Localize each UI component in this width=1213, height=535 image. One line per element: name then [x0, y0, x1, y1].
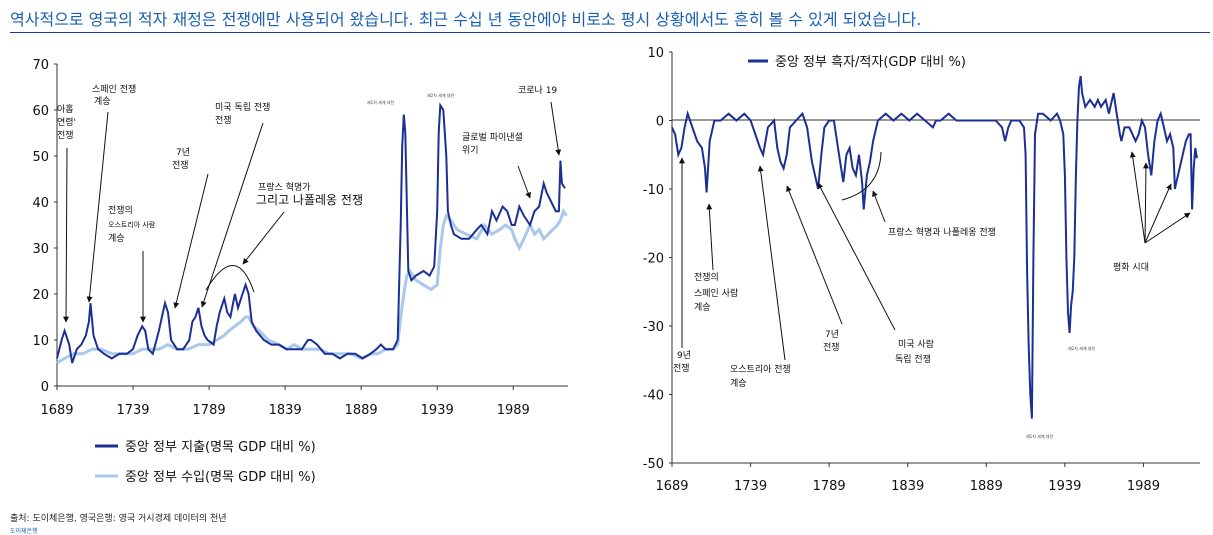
left-x-ticks: 1689 1739 1789 1839 1889 1939 1989 — [40, 386, 530, 418]
x-tick-label: 1839 — [891, 479, 924, 494]
y-tick-label: 10 — [32, 334, 49, 349]
y-tick-label: 20 — [32, 288, 49, 303]
ann-covid: 코로나 19 — [518, 85, 557, 96]
ann-r-austrian-succession: 오스트리아 전쟁 계승 — [730, 364, 794, 389]
arrow — [757, 165, 786, 361]
ann-ww1: 제1차 세계 대전 — [367, 99, 394, 105]
headline: 역사적으로 영국의 적자 재정은 전쟁에만 사용되어 왔습니다. 최근 수십 년… — [10, 10, 922, 29]
ann-r-ww2: 제2차 세계 대전 — [1068, 345, 1095, 351]
x-tick-label: 1789 — [813, 479, 846, 494]
ann-austrian-succession: 전쟁의 오스트리아 사람 계승 — [108, 205, 158, 244]
y-tick-label: 0 — [41, 380, 49, 395]
arrow — [200, 122, 264, 308]
ann-r-ww1: 제1차 세계 대전 — [1026, 433, 1053, 439]
arrow — [872, 190, 886, 223]
y-tick-label: 10 — [647, 46, 664, 61]
left-chart: 0 10 20 30 40 50 60 70 1689 1739 1789 1839 1889 1939… — [32, 58, 568, 485]
ann-seven-years-war: 7년 전쟁 — [172, 147, 193, 171]
arrow — [63, 147, 70, 323]
arrow — [550, 101, 562, 156]
y-tick-label: 30 — [32, 242, 49, 257]
y-tick-label: -50 — [643, 457, 664, 472]
x-tick-label: 1889 — [345, 403, 378, 418]
ann-spanish-succession: 스페인 전쟁 계승 — [92, 84, 139, 107]
legend-label-balance: 중앙 정부 흑자/적자(GDP 대비 %) — [775, 55, 966, 70]
x-tick-label: 1689 — [40, 403, 73, 418]
source-note: 출처: 도이체은행, 영국은행: 영국 거시경제 데이터의 천년 — [10, 514, 227, 524]
arrow — [1129, 151, 1146, 244]
x-tick-label: 1789 — [193, 403, 226, 418]
x-tick-label: 1839 — [269, 403, 302, 418]
headline-rule — [10, 32, 1210, 33]
arrow — [1144, 212, 1191, 244]
ann-r-napoleonic-wars: 프랑스 혁명과 나폴레옹 전쟁 — [888, 226, 996, 238]
x-tick-label: 1739 — [116, 403, 149, 418]
ann-r-spanish-succession: 전쟁의 스페인 사람 계승 — [694, 272, 741, 313]
arrow — [1144, 183, 1172, 244]
brand-logo: 도이체은행 — [10, 528, 38, 535]
y-tick-label: 70 — [32, 58, 49, 73]
arrow — [173, 173, 209, 309]
y-tick-label: 40 — [32, 196, 49, 211]
arrow — [86, 111, 109, 303]
arrow — [706, 203, 714, 271]
ann-r-nine-years-war: 9년 전쟁 — [673, 350, 694, 374]
right-legend: 중앙 정부 흑자/적자(GDP 대비 %) — [748, 55, 966, 70]
y-tick-label: -10 — [643, 183, 664, 198]
y-tick-label: 60 — [32, 104, 49, 119]
bracket — [205, 265, 255, 293]
right-y-ticks: -50 -40 -30 -20 -10 0 10 — [643, 46, 672, 472]
ann-r-peacetime: 평화 시대 — [1113, 262, 1149, 273]
right-series-balance-line — [671, 75, 1198, 419]
ann-ww2: 제2차 세계 대전 — [427, 92, 454, 98]
arrow — [517, 165, 531, 199]
y-tick-label: -20 — [643, 252, 664, 267]
x-tick-label: 1889 — [970, 479, 1003, 494]
y-tick-label: 50 — [32, 150, 49, 165]
ann-american-war: 미국 독립 전쟁 전쟁 — [215, 102, 273, 126]
y-tick-label: -30 — [643, 320, 664, 335]
legend-label-expenditure: 중앙 정부 지출(명목 GDP 대비 %) — [125, 440, 316, 455]
y-tick-label: 0 — [656, 115, 664, 130]
y-tick-label: -40 — [643, 389, 664, 404]
arrow — [242, 211, 285, 265]
x-tick-label: 1939 — [1048, 479, 1081, 494]
right-annotations: 9년 전쟁 전쟁의 스페인 사람 계승 오스트리아 전쟁 계승 7년 전쟁 미국 — [673, 151, 1191, 439]
ann-nine-years-war: 아홉 연령' 전쟁 — [57, 103, 79, 141]
arrow — [786, 185, 843, 325]
legend-label-revenue: 중앙 정부 수입(명목 GDP 대비 %) — [125, 470, 316, 485]
x-tick-label: 1989 — [1127, 479, 1160, 494]
left-y-ticks: 0 10 20 30 40 50 60 70 — [32, 58, 57, 395]
left-annotations: 아홉 연령' 전쟁 스페인 전쟁 계승 전쟁의 오스트리아 사람 계승 7년 전… — [57, 84, 562, 323]
ann-r-american-war: 미국 사람 독립 전쟁 — [895, 338, 937, 365]
right-x-ticks: 1689 1739 1789 1839 1889 1939 1989 — [655, 463, 1160, 494]
bracket — [841, 151, 882, 201]
x-tick-label: 1989 — [497, 403, 530, 418]
left-series-expenditure-line — [56, 102, 566, 364]
x-tick-label: 1689 — [655, 479, 688, 494]
left-legend: 중앙 정부 지출(명목 GDP 대비 %) 중앙 정부 수입(명목 GDP 대비… — [95, 440, 316, 485]
x-tick-label: 1739 — [734, 479, 767, 494]
ann-napoleonic-wars: 프랑스 혁명가 그리고 나폴레옹 전쟁 — [256, 181, 363, 207]
arrow — [817, 182, 896, 331]
ann-r-seven-years-war: 7년 전쟁 — [823, 329, 842, 353]
arrow — [1142, 162, 1149, 244]
ann-financial-crisis: 글로벌 파이낸셜 위기 — [462, 132, 526, 156]
x-tick-label: 1939 — [421, 403, 454, 418]
